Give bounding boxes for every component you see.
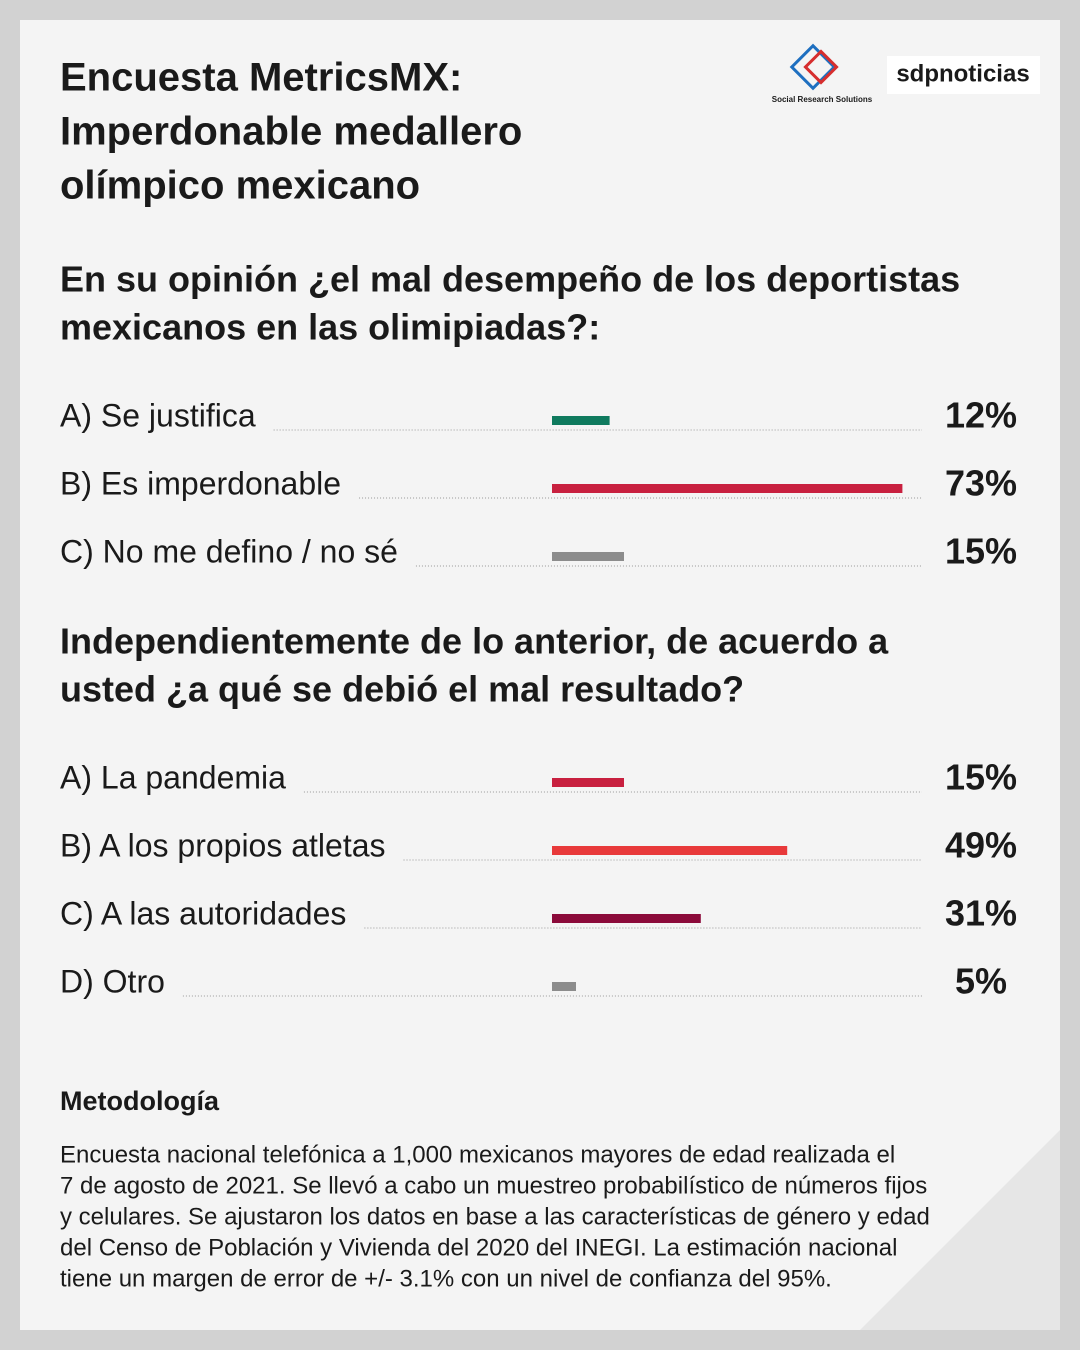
methodology-text: tiene un margen de error de +/- 3.1% con…: [60, 1265, 832, 1292]
category-label: A) Se justifica: [60, 397, 256, 433]
title: Encuesta MetricsMX:: [60, 56, 462, 100]
value-label: 15%: [945, 531, 1017, 572]
bar: [552, 416, 610, 425]
title: Imperdonable medallero: [60, 110, 522, 154]
question: usted ¿a qué se debió el mal resultado?: [60, 669, 744, 710]
category-label: B) A los propios atletas: [60, 827, 386, 863]
value-label: 15%: [945, 757, 1017, 798]
category-label: C) A las autoridades: [60, 895, 346, 931]
bar: [552, 778, 624, 787]
logo-shape: [789, 43, 837, 91]
logo-text: Social Research Solutions: [772, 95, 873, 104]
bar: [552, 484, 903, 493]
category-label: C) No me defino / no sé: [60, 533, 398, 569]
methodology-text: Encuesta nacional telefónica a 1,000 mex…: [60, 1141, 895, 1168]
value-label: 49%: [945, 825, 1017, 866]
methodology-text: 7 de agosto de 2021. Se llevó a cabo un …: [60, 1172, 927, 1199]
value-label: 12%: [945, 395, 1017, 436]
corner-decoration: [860, 1130, 1060, 1330]
methodology-text: y celulares. Se ajustaron los datos en b…: [60, 1203, 930, 1230]
value-label: 5%: [955, 961, 1007, 1002]
logo-shape: [803, 49, 839, 85]
srs-logo: Social Research Solutions: [772, 43, 873, 104]
value-label: 73%: [945, 463, 1017, 504]
category-label: B) Es imperdonable: [60, 465, 341, 501]
bar: [552, 914, 701, 923]
question: Independientemente de lo anterior, de ac…: [60, 621, 889, 662]
methodology-heading: Metodología: [60, 1086, 220, 1116]
question: mexicanos en las olimipiadas?:: [60, 307, 600, 348]
bar: [552, 552, 624, 561]
card: [20, 20, 1060, 1330]
methodology-text: del Censo de Población y Vivienda del 20…: [60, 1234, 897, 1261]
title: olímpico mexicano: [60, 164, 420, 208]
category-label: D) Otro: [60, 963, 165, 999]
sdp-logo-box: [887, 56, 1040, 94]
category-label: A) La pandemia: [60, 759, 286, 795]
bar: [552, 846, 788, 855]
sdp-logo: sdpnoticias: [896, 60, 1029, 87]
question: En su opinión ¿el mal desempeño de los d…: [60, 259, 960, 300]
bar: [552, 982, 576, 991]
value-label: 31%: [945, 893, 1017, 934]
